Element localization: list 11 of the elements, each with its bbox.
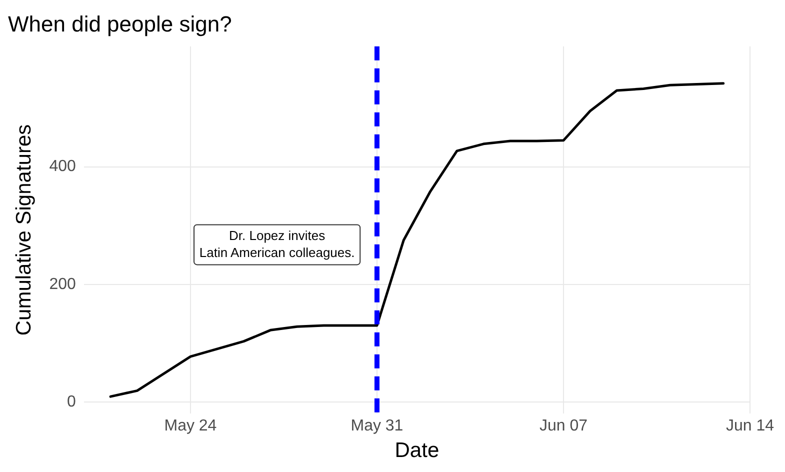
y-tick-label: 0: [66, 393, 76, 410]
y-axis-title: Cumulative Signatures: [12, 124, 36, 336]
y-tick-label: 400: [49, 158, 76, 176]
chart-title: When did people sign?: [8, 11, 232, 36]
x-tick-label: Jun 14: [726, 418, 774, 435]
x-tick-label: May 24: [164, 418, 217, 435]
annotation: Dr. Lopez invites Latin American colleagues.: [199, 228, 355, 260]
x-axis-title: Date: [394, 439, 440, 462]
y-tick-label: 200: [49, 276, 76, 293]
x-tick-label: Jun 07: [539, 418, 588, 435]
x-tick-label: May 31: [350, 418, 404, 435]
